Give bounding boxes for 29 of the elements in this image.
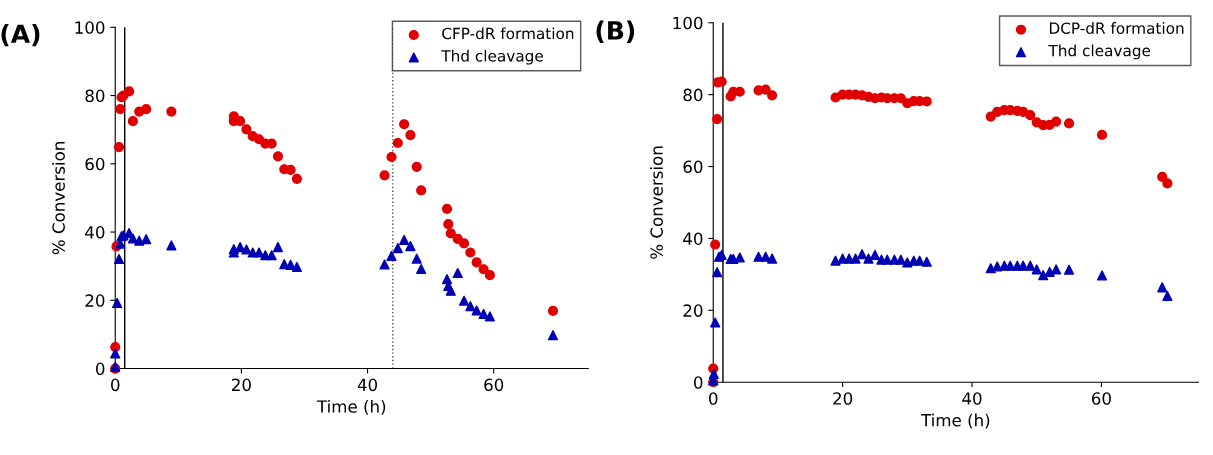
x-axis-title: Time (h)	[920, 413, 990, 429]
y-tick-label: 100	[673, 16, 703, 30]
x-tick-label: 0	[709, 392, 718, 405]
x-tick-label: 60	[1091, 392, 1111, 405]
y-tick-label: 20	[683, 304, 703, 317]
y-tick-label: 40	[85, 226, 105, 239]
y-tick-label: 100	[75, 21, 105, 34]
y-tick-label: 80	[85, 89, 105, 103]
y-tick-label: 0	[96, 362, 105, 376]
chart-title: (B)	[596, 20, 635, 43]
x-tick-label: 40	[962, 392, 982, 405]
y-tick-label: 60	[85, 157, 105, 171]
legend-label: Thd cleavage	[441, 49, 543, 65]
legend-label: Thd cleavage	[1048, 44, 1151, 60]
x-tick-label: 20	[833, 392, 853, 405]
x-tick-label: 20	[232, 378, 251, 392]
x-tick-label: 40	[357, 378, 378, 392]
y-axis-title: % Conversion	[52, 142, 65, 255]
x-tick-label: 0	[111, 378, 120, 392]
y-tick-label: 20	[85, 294, 105, 307]
y-tick-label: 60	[683, 160, 703, 174]
x-tick-label: 60	[484, 378, 504, 392]
legend-label: DCP-dR formation	[1049, 22, 1184, 34]
chart-title: (A)	[1, 23, 40, 47]
y-axis-title: % Conversion	[650, 146, 663, 259]
y-tick-label: 80	[683, 88, 703, 102]
legend-label: CFP-dR formation	[442, 27, 574, 40]
x-axis-title: Time (h)	[316, 399, 386, 415]
y-tick-label: 40	[683, 232, 703, 245]
